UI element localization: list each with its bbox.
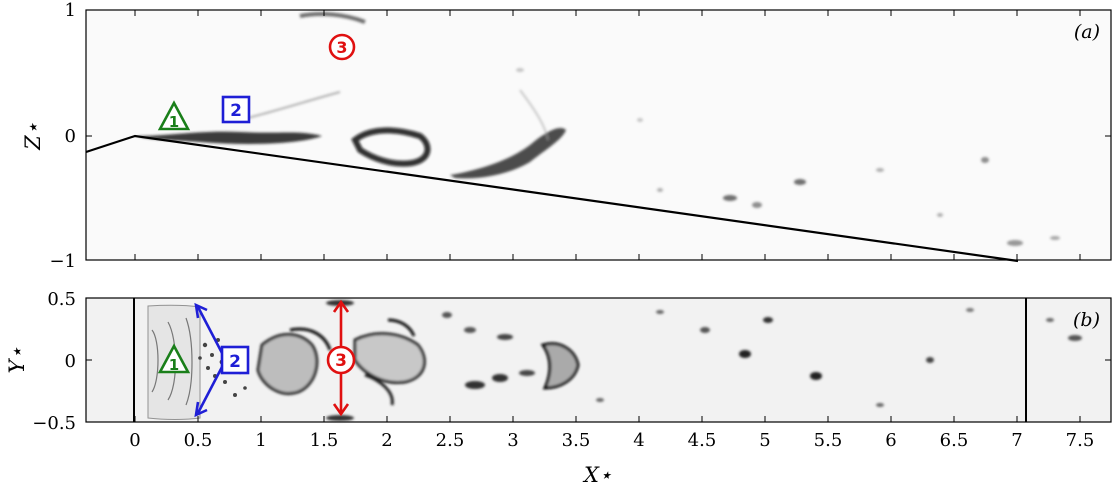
panel-a-flow-image: [137, 12, 1060, 246]
xtick-label: 3.5: [562, 430, 591, 451]
panel-b: 0.5 0 −0.5 Y⋆ (b) 1 2 3: [5, 289, 1112, 434]
xtick-label: 2.5: [436, 430, 465, 451]
square-marker-label: 2: [230, 101, 242, 121]
panel-a-square-marker: 2: [221, 95, 251, 124]
xtick-label: 0.5: [184, 430, 213, 451]
panel-a-circle-marker: 3: [328, 33, 356, 61]
panel-b-ylabel: Y⋆: [5, 346, 29, 373]
panel-b-ytick-minus0.5: −0.5: [32, 413, 76, 434]
x-axis-label: X⋆: [582, 463, 612, 487]
circle-marker-label-b: 3: [335, 351, 347, 371]
xtick-label: 7: [1011, 430, 1022, 451]
panel-a-tag: (a): [1074, 21, 1100, 43]
xtick-label: 5: [759, 430, 770, 451]
triangle-marker-label-b: 1: [169, 356, 179, 374]
panel-a-geometry-line: [85, 134, 1019, 263]
circle-marker-label: 3: [336, 38, 347, 57]
xtick-label: 2: [381, 430, 392, 451]
panel-b-ticks: [86, 297, 1111, 423]
triangle-marker-label: 1: [169, 113, 179, 131]
panel-b-tag: (b): [1073, 309, 1100, 331]
square-marker-label-b: 2: [229, 352, 241, 372]
panel-b-ytick-0.5: 0.5: [47, 289, 76, 310]
xtick-label: 6.5: [940, 430, 969, 451]
xtick-label: 7.5: [1066, 430, 1095, 451]
panel-b-circle-marker: 3: [326, 299, 356, 417]
panel-a-ticks: [86, 9, 1111, 261]
xtick-label: 5.5: [814, 430, 843, 451]
xtick-label: 6: [885, 430, 896, 451]
xtick-label: 0: [129, 430, 140, 451]
xtick-label: 4: [633, 430, 644, 451]
panel-b-triangle-marker: 1: [157, 343, 191, 374]
panel-a: 1 0 −1 Z⋆ (a) 1 2 3: [21, 0, 1112, 272]
x-tick-labels: 0 0.5 1 1.5 2 2.5 3 3.5 4 4.5 5 5.5 6 6.…: [129, 430, 1094, 451]
panel-a-triangle-marker: 1: [157, 100, 191, 131]
panel-a-x-ticks: [134, 10, 1081, 260]
xtick-label: 3: [507, 430, 518, 451]
panel-b-square-marker: 2: [194, 302, 250, 418]
panel-a-ytick-0: 0: [65, 126, 76, 147]
panel-a-ylabel: Z⋆: [21, 122, 45, 151]
panel-a-ytick-minus1: −1: [49, 251, 76, 272]
panel-b-ytick-0: 0: [65, 351, 76, 372]
xtick-label: 1: [255, 430, 266, 451]
xtick-label: 4.5: [688, 430, 717, 451]
xtick-label: 1.5: [310, 430, 339, 451]
panel-a-ytick-1: 1: [65, 0, 76, 21]
